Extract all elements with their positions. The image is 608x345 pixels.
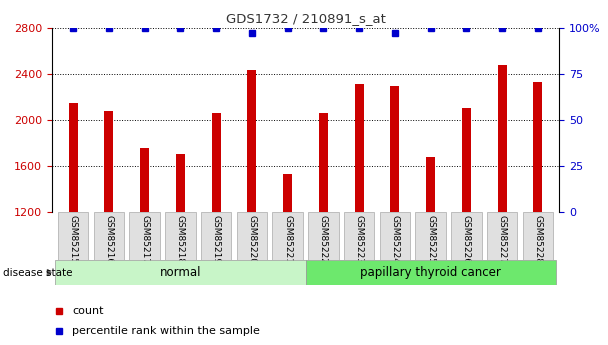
Text: GSM85226: GSM85226 bbox=[462, 215, 471, 264]
Bar bbox=[140, 148, 149, 212]
Bar bbox=[498, 65, 506, 212]
Bar bbox=[319, 113, 328, 212]
Bar bbox=[308, 212, 339, 260]
Bar bbox=[390, 87, 399, 212]
Bar bbox=[237, 212, 267, 260]
Bar bbox=[201, 212, 231, 260]
Bar bbox=[69, 102, 78, 212]
Bar bbox=[283, 174, 292, 212]
Bar bbox=[305, 260, 556, 285]
Bar bbox=[55, 260, 305, 285]
Text: papillary thyroid cancer: papillary thyroid cancer bbox=[360, 266, 501, 279]
Bar bbox=[462, 108, 471, 212]
Text: GSM85220: GSM85220 bbox=[247, 215, 257, 264]
Text: GSM85228: GSM85228 bbox=[533, 215, 542, 264]
Bar bbox=[533, 82, 542, 212]
Text: GSM85215: GSM85215 bbox=[69, 215, 78, 264]
Text: GSM85224: GSM85224 bbox=[390, 215, 399, 264]
Bar bbox=[176, 155, 185, 212]
Text: count: count bbox=[72, 306, 103, 316]
Text: GSM85227: GSM85227 bbox=[498, 215, 506, 264]
Title: GDS1732 / 210891_s_at: GDS1732 / 210891_s_at bbox=[226, 12, 385, 25]
Bar bbox=[344, 212, 375, 260]
Bar bbox=[212, 113, 221, 212]
Text: GSM85223: GSM85223 bbox=[354, 215, 364, 264]
Text: GSM85222: GSM85222 bbox=[319, 215, 328, 264]
Text: percentile rank within the sample: percentile rank within the sample bbox=[72, 326, 260, 336]
Bar bbox=[451, 212, 482, 260]
Text: GSM85216: GSM85216 bbox=[105, 215, 113, 264]
Bar bbox=[523, 212, 553, 260]
Text: normal: normal bbox=[160, 266, 201, 279]
Text: GSM85218: GSM85218 bbox=[176, 215, 185, 264]
Bar bbox=[130, 212, 160, 260]
Bar bbox=[247, 70, 257, 212]
Bar bbox=[415, 212, 446, 260]
Text: GSM85225: GSM85225 bbox=[426, 215, 435, 264]
Bar bbox=[58, 212, 88, 260]
Bar bbox=[272, 212, 303, 260]
Bar bbox=[380, 212, 410, 260]
Bar bbox=[487, 212, 517, 260]
Bar bbox=[354, 84, 364, 212]
Bar bbox=[105, 111, 113, 212]
Text: disease state: disease state bbox=[3, 268, 72, 277]
Text: GSM85221: GSM85221 bbox=[283, 215, 292, 264]
Bar bbox=[94, 212, 124, 260]
Bar bbox=[165, 212, 196, 260]
Bar bbox=[426, 157, 435, 212]
Text: GSM85219: GSM85219 bbox=[212, 215, 221, 264]
Text: GSM85217: GSM85217 bbox=[140, 215, 149, 264]
